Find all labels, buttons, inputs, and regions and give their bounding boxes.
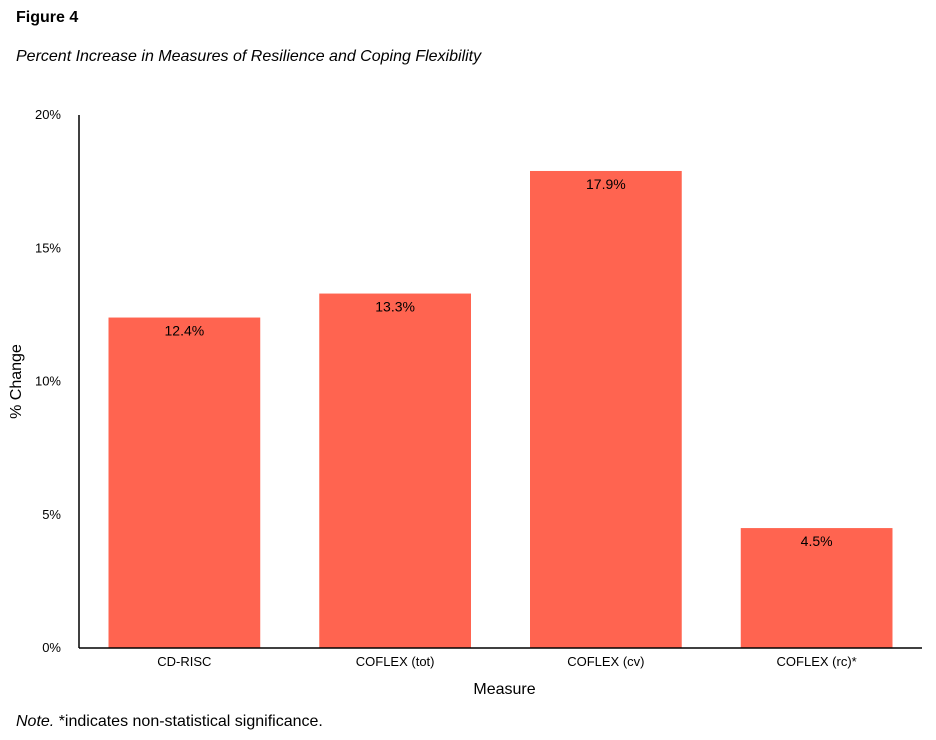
- x-tick-label: COFLEX (tot): [356, 654, 435, 669]
- note-text: *indicates non-statistical significance.: [54, 713, 323, 730]
- y-axis-title: % Change: [8, 344, 25, 419]
- y-axis-ticks: 0% 5% 10% 15% 20%: [35, 107, 61, 655]
- figure-label: Figure 4: [16, 9, 79, 26]
- bar-data-label: 4.5%: [801, 533, 833, 549]
- x-axis-title: Measure: [473, 681, 535, 698]
- bar-data-label: 13.3%: [375, 299, 415, 315]
- bar-data-label: 12.4%: [165, 323, 205, 339]
- x-axis-ticks: CD-RISC COFLEX (tot) COFLEX (cv) COFLEX (rc…: [157, 654, 856, 669]
- x-tick-label: COFLEX (rc)*: [777, 654, 857, 669]
- bar: [530, 170, 682, 648]
- y-tick-label: 20%: [35, 107, 61, 122]
- x-tick-label: COFLEX (cv): [567, 654, 644, 669]
- bars: [108, 170, 893, 648]
- bar: [740, 528, 893, 648]
- bar-data-label: 17.9%: [586, 176, 626, 192]
- figure-title: Percent Increase in Measures of Resilien…: [16, 48, 482, 65]
- bar-chart: 0% 5% 10% 15% 20% 12.4% 13.3% 17.9% 4.5% CD-RIS…: [8, 107, 922, 698]
- x-tick-label: CD-RISC: [157, 654, 211, 669]
- bar: [319, 293, 471, 648]
- y-tick-label: 5%: [42, 507, 61, 522]
- figure-note: Note. *indicates non-statistical signifi…: [16, 713, 323, 731]
- note-prefix: Note.: [16, 713, 55, 730]
- y-tick-label: 15%: [35, 240, 61, 255]
- bar-data-labels: 12.4% 13.3% 17.9% 4.5%: [165, 176, 833, 549]
- y-tick-label: 10%: [35, 374, 61, 389]
- y-tick-label: 0%: [42, 640, 61, 655]
- bar: [108, 317, 261, 648]
